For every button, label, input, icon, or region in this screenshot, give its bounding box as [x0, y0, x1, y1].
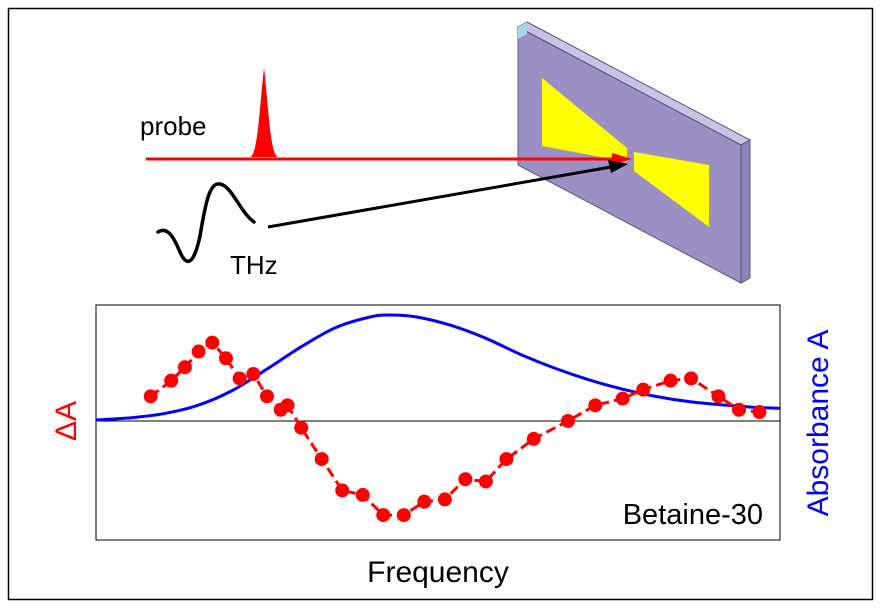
delta-a-point-16	[396, 508, 411, 523]
delta-a-point-23	[560, 414, 575, 428]
thz-arrowhead	[608, 160, 628, 173]
delta-a-point-30	[731, 402, 746, 417]
delta-a-point-8	[260, 389, 274, 404]
probe-pulse-icon	[250, 68, 278, 157]
substrate-side-face	[740, 139, 751, 284]
delta-a-point-19	[458, 472, 473, 487]
delta-a-point-12	[314, 452, 329, 467]
delta-a-point-0	[143, 389, 158, 404]
substrate-corner-highlight	[518, 22, 527, 39]
probe-beam-group: probe	[140, 68, 632, 165]
left-axis-label: ΔA	[50, 401, 83, 441]
sample-substrate	[516, 21, 752, 284]
spectrum-plot: Betaine-30	[95, 304, 781, 541]
thz-waveform-icon	[156, 182, 256, 264]
delta-a-point-28	[684, 371, 699, 386]
antenna-left-triangle	[542, 78, 627, 162]
delta-a-point-21	[499, 452, 514, 467]
antenna-right-triangle	[634, 152, 709, 227]
thz-group: THz	[156, 160, 628, 280]
substrate-front-face	[517, 26, 742, 284]
delta-a-point-20	[478, 474, 493, 489]
delta-a-point-18	[437, 492, 452, 507]
delta-a-point-2	[177, 360, 192, 375]
x-axis-label: Frequency	[367, 556, 509, 589]
absorbance-curve	[95, 313, 781, 422]
delta-a-point-7	[246, 366, 261, 381]
delta-a-point-17	[417, 494, 432, 509]
thz-beam-line	[267, 165, 612, 229]
probe-label: probe	[140, 111, 207, 141]
delta-a-point-22	[526, 431, 541, 446]
delta-a-point-31	[752, 405, 767, 420]
delta-a-series	[143, 335, 767, 523]
thz-label: THz	[230, 250, 278, 280]
delta-a-point-13	[335, 483, 350, 498]
delta-a-point-27	[663, 373, 678, 388]
delta-a-point-11	[294, 420, 309, 435]
right-axis-label: Absorbance A	[802, 330, 835, 517]
delta-a-point-25	[615, 391, 630, 406]
delta-a-point-3	[191, 344, 206, 359]
delta-a-point-5	[218, 351, 233, 366]
delta-a-point-26	[636, 382, 651, 397]
delta-a-point-4	[205, 335, 220, 350]
delta-a-point-6	[232, 371, 247, 386]
absorbance-series	[95, 313, 781, 422]
delta-a-point-15	[376, 508, 391, 523]
delta-a-point-24	[588, 398, 603, 413]
delta-a-point-14	[355, 487, 370, 502]
delta-a-point-10	[280, 398, 295, 413]
delta-a-point-29	[711, 389, 726, 404]
sample-name-label: Betaine-30	[623, 499, 763, 531]
delta-a-point-1	[164, 373, 179, 388]
